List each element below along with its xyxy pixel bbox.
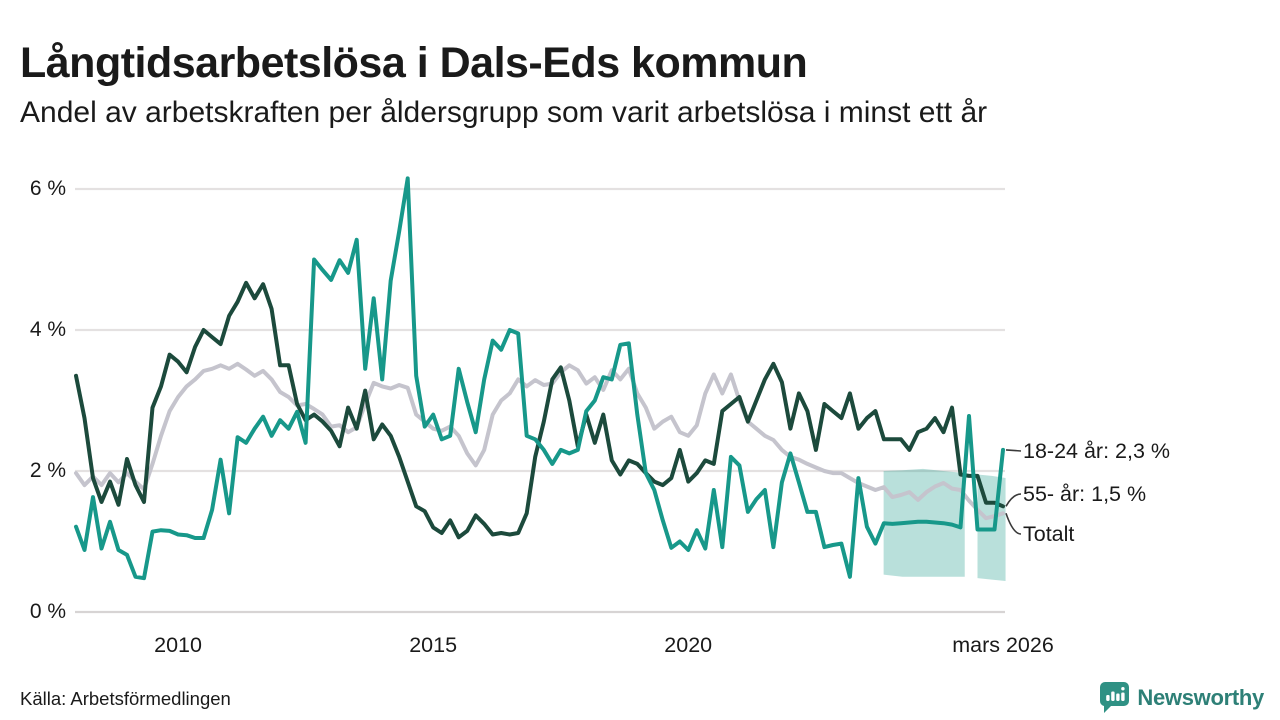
x-tick-label-mars-2026: mars 2026 [952,633,1054,657]
annotation-connector-0 [1005,449,1022,452]
series-line-55plus [74,280,1005,540]
series-line-totalt [74,361,1005,521]
chart-subtitle: Andel av arbetskraften per åldersgrupp s… [20,96,988,129]
y-tick-label-4: 4 % [29,318,66,341]
y-tick-label-6: 6 % [29,177,66,200]
annotation-connector-1 [1005,493,1022,507]
annotation-connector-2 [1005,513,1022,535]
source-note: Källa: Arbetsförmedlingen [20,688,231,709]
y-tick-label-2: 2 % [29,459,66,482]
page-title: Långtidsarbetslösa i Dals-Eds kommun [20,38,808,87]
x-tick-label-2020: 2020 [664,633,713,657]
x-tick-label-2015: 2015 [409,633,458,657]
newsworthy-bubble-chart-icon [1100,682,1130,713]
series-label-2: Totalt [1023,522,1075,546]
series-label-0: 18-24 år: 2,3 % [1023,439,1171,463]
series-line-18-24 [74,176,1005,581]
y-tick-label-0: 0 % [29,600,66,623]
newsworthy-logo: Newsworthy [1100,682,1264,713]
series-label-1: 55- år: 1,5 % [1023,482,1147,506]
x-tick-label-2010: 2010 [154,633,202,657]
newsworthy-wordmark: Newsworthy [1137,684,1264,710]
